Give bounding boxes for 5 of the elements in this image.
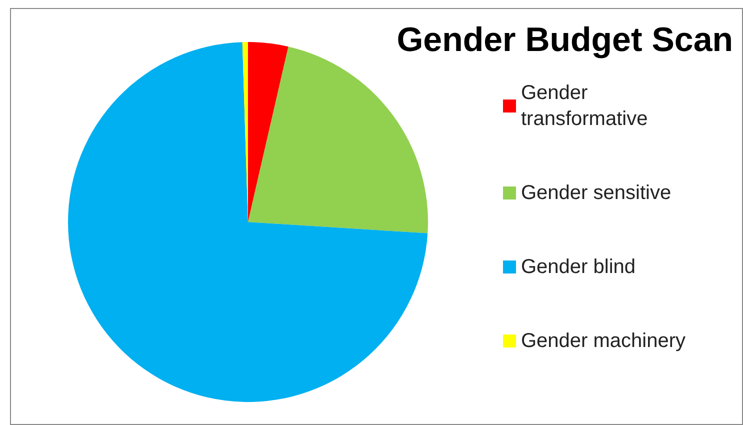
chart-title: Gender Budget Scan [396,21,733,59]
legend-label: Gender machinery [521,330,686,352]
legend-label: Gender transformative [521,82,648,130]
legend-label: Gender sensitive [521,182,672,204]
legend-label: Gender blind [521,256,636,278]
